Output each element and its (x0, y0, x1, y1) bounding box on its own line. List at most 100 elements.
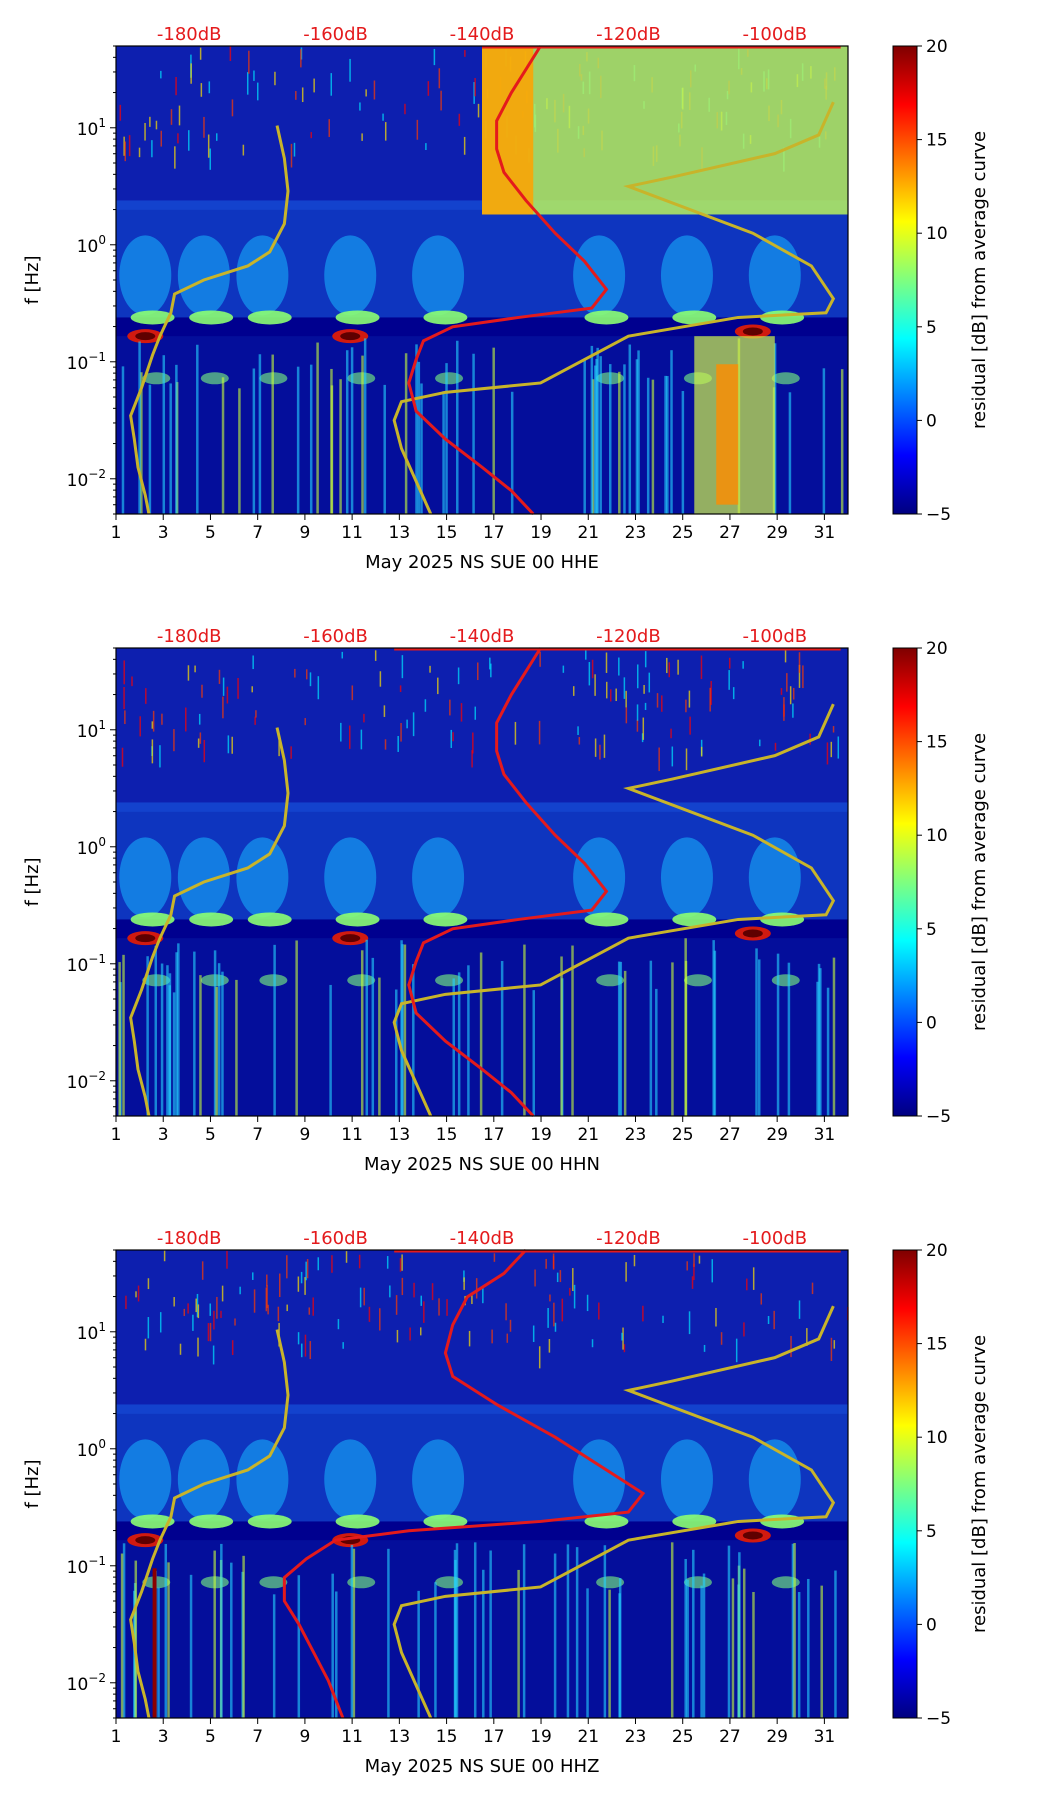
streak (603, 1545, 607, 1718)
speckle (277, 1306, 280, 1322)
streak (791, 1543, 795, 1718)
speckle (477, 103, 480, 118)
speckle (286, 1255, 288, 1279)
speckle (450, 729, 453, 748)
speckle (119, 104, 122, 121)
speckle (743, 1322, 745, 1337)
speckle (573, 1284, 576, 1309)
streak (517, 1569, 520, 1718)
speckle (187, 665, 190, 681)
top-axis: -180dB -160dB -140dB -120dB -100dB (157, 1228, 807, 1249)
speckle (379, 671, 382, 687)
speckle (297, 1276, 300, 1292)
streak (817, 963, 821, 1116)
speckle (668, 662, 671, 678)
event-blob (748, 1439, 801, 1520)
streak (160, 963, 164, 1116)
streak (609, 364, 612, 514)
top-axis: -180dB -160dB -140dB -120dB -100dB (157, 24, 807, 45)
speckle (312, 1297, 314, 1316)
speckle (365, 89, 367, 97)
speckle (594, 674, 596, 696)
speckle (348, 725, 351, 749)
speckle (173, 729, 175, 752)
event-hotspot-core (135, 1536, 156, 1545)
speckle (463, 1277, 465, 1290)
colorbar-gradient (892, 45, 918, 515)
speckle (266, 1274, 268, 1287)
speckle (477, 662, 479, 681)
speckle (229, 46, 232, 61)
speckle (395, 1295, 398, 1315)
event-blob (119, 235, 172, 316)
speckle (642, 717, 645, 740)
streak (271, 354, 274, 514)
speckle (688, 1311, 691, 1335)
top-axis-label: -120dB (596, 24, 661, 45)
event-blob (573, 235, 626, 316)
streak (618, 371, 621, 514)
noise-model-low-curve (129, 727, 290, 1117)
speckle (125, 1295, 127, 1309)
streak (221, 971, 224, 1116)
top-axis: -180dB -160dB -140dB -120dB -100dB (157, 626, 807, 647)
speckle (340, 722, 342, 742)
speckle (208, 81, 211, 94)
streak (727, 1545, 731, 1718)
streak (472, 353, 475, 514)
speckle (304, 718, 306, 726)
streak (330, 385, 334, 514)
streak (220, 1543, 223, 1718)
streak (189, 1574, 193, 1718)
top-axis-label: -180dB (157, 626, 222, 647)
speckle (514, 721, 517, 745)
streak (591, 379, 595, 514)
speckle (552, 1253, 555, 1270)
speckle (226, 686, 229, 704)
speckle (215, 133, 218, 141)
speckle (363, 713, 365, 723)
speckle (231, 1340, 234, 1355)
streak (252, 368, 256, 514)
speckle (200, 83, 203, 97)
streak (599, 356, 602, 514)
speckle (213, 1310, 215, 1330)
speckle (698, 1255, 701, 1264)
top-axis-label: -180dB (157, 24, 222, 45)
speckle (265, 1287, 268, 1312)
band-mid-freq (116, 1404, 848, 1522)
streak (594, 365, 597, 514)
streak (140, 372, 143, 514)
streak (213, 1550, 216, 1718)
speckle (161, 713, 163, 725)
streak (118, 962, 121, 1116)
speckle (368, 1306, 371, 1322)
streak (742, 1568, 746, 1718)
speckle (274, 71, 276, 86)
speckle (700, 746, 703, 757)
speckle (413, 1282, 415, 1298)
speckle (201, 1261, 204, 1280)
band-high-freq (116, 648, 848, 812)
speckle (509, 1319, 512, 1332)
streak (649, 960, 653, 1116)
speckle (463, 1270, 465, 1282)
streak (331, 1573, 334, 1718)
speckle (493, 1253, 496, 1262)
streak (595, 358, 598, 514)
speckle (301, 1343, 303, 1358)
speckle (295, 91, 297, 100)
streak (671, 962, 674, 1116)
speckle (252, 1272, 254, 1280)
speckle (155, 120, 158, 130)
speckle (623, 677, 626, 699)
top-axis-label: -120dB (596, 626, 661, 647)
colorbar-tick-label: 15 (926, 131, 948, 151)
event-low (435, 372, 464, 385)
speckle (286, 1304, 288, 1312)
event-hotspot-core (340, 934, 361, 943)
speckle (572, 1268, 574, 1292)
speckle (598, 1302, 600, 1320)
speckle (341, 651, 344, 659)
speckle (305, 669, 308, 680)
